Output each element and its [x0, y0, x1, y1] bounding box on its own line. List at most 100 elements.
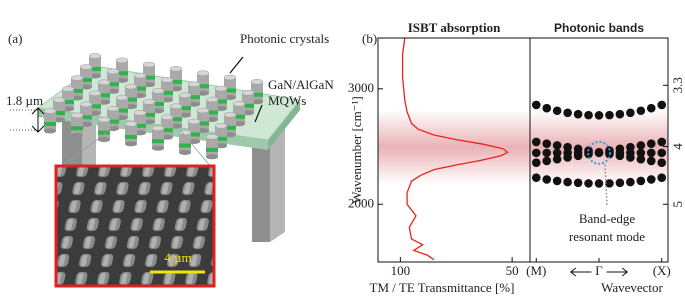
band-point [647, 149, 656, 158]
y-tick-label: 3000 [348, 80, 374, 95]
pillar-top [143, 62, 155, 67]
band-point [532, 101, 541, 110]
x-label: TM / TE Transmittance [%] [370, 280, 515, 295]
pillar-top [170, 66, 182, 71]
pillar-mqw [179, 144, 191, 148]
band-point [553, 106, 562, 115]
pillar-mqw [206, 148, 218, 152]
table-leg [252, 138, 270, 242]
band-point [637, 177, 646, 186]
band-point [542, 104, 551, 113]
x-tick-label: Γ [595, 263, 603, 278]
band-point [637, 141, 646, 150]
pillar-top [206, 134, 218, 139]
band-point [584, 179, 593, 188]
pillar-top [161, 115, 173, 120]
band-point [574, 151, 583, 160]
band-point [553, 141, 562, 150]
pillar-top [215, 123, 227, 128]
x-tick-label: 50 [506, 263, 519, 278]
pillar-top [233, 101, 245, 106]
pillar-top [206, 97, 218, 102]
label: GaN/AlGaN [268, 77, 334, 92]
device-illustration [10, 54, 300, 287]
x-tick-label: (X) [653, 263, 671, 278]
pillar-top [224, 75, 236, 80]
band-point [595, 148, 604, 157]
y-label: Wavenumber [cm⁻¹] [349, 96, 364, 204]
pillar-top [80, 65, 92, 70]
label: 1.8 µm [6, 93, 43, 108]
pillar-top [71, 76, 83, 81]
y2-tick-label: 3.3 [670, 77, 685, 93]
band-point [553, 177, 562, 186]
pillar-top [80, 102, 92, 107]
pillar [206, 137, 218, 157]
table-leg [270, 128, 285, 242]
band-point [637, 106, 646, 115]
y2-tick-label: 4 [670, 143, 685, 150]
pillar-top [251, 79, 263, 84]
pillar-top [116, 58, 128, 63]
pillar [98, 120, 110, 140]
pillar-top [89, 54, 101, 59]
band-point [563, 178, 572, 187]
resonance-band [378, 110, 668, 184]
pillar-top [98, 80, 110, 85]
scale-label: 4 µm [164, 250, 191, 265]
band-point [647, 104, 656, 113]
pillar-top [224, 112, 236, 117]
band-point [532, 158, 541, 167]
pillar-bottom [125, 141, 137, 146]
band-point [616, 151, 625, 160]
pillar-top [170, 104, 182, 109]
band-point [616, 110, 625, 119]
pillar-top [179, 93, 191, 98]
band-point [553, 155, 562, 164]
annotation: Band-edge [579, 211, 636, 226]
pillar [44, 111, 56, 131]
pillar-top [215, 86, 227, 91]
pillar-top [62, 87, 74, 92]
band-point [626, 109, 635, 118]
pillar [71, 115, 83, 135]
pillar-top [152, 126, 164, 131]
pillar-top [134, 73, 146, 78]
pillar-mqw [44, 122, 56, 126]
pillar-top [134, 110, 146, 115]
band-point [657, 138, 666, 147]
band-point [574, 110, 583, 119]
band-point [563, 153, 572, 162]
band-point [532, 149, 541, 158]
pillar [125, 124, 137, 144]
band-point [563, 109, 572, 118]
pillar-top [188, 82, 200, 87]
pillar-top [107, 106, 119, 111]
pillar-bottom [44, 129, 56, 134]
y2-tick-label: 5 [670, 201, 685, 208]
pillar-top [116, 95, 128, 100]
pillar-top [188, 119, 200, 124]
band-point [626, 153, 635, 162]
pillar-top [71, 113, 83, 118]
band-point [657, 149, 666, 158]
pillar-top [107, 69, 119, 74]
pillar [152, 128, 164, 148]
label: Photonic crystals [240, 31, 329, 46]
band-point [542, 149, 551, 158]
pillar-top [89, 91, 101, 96]
band-point [605, 111, 614, 120]
y-tick-label: 2000 [348, 195, 374, 210]
pillar-top [197, 71, 209, 76]
title: ISBT absorption [408, 20, 501, 35]
pillar-bottom [206, 154, 218, 159]
band-point [657, 101, 666, 110]
panel-label: (a) [8, 31, 22, 46]
title: Photonic bands [554, 21, 644, 35]
pillar-mqw [125, 135, 137, 139]
pillar-bottom [152, 146, 164, 151]
band-point [657, 173, 666, 182]
band-point [637, 155, 646, 164]
band-point [647, 157, 656, 166]
arrow [230, 57, 243, 73]
